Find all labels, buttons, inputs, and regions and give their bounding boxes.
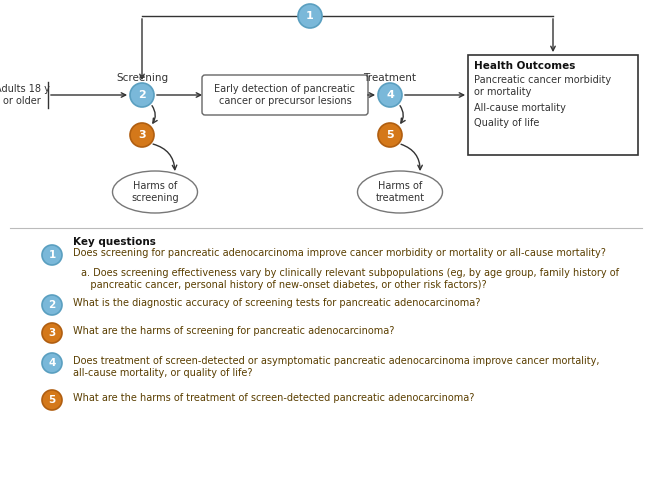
- Text: 1: 1: [48, 250, 55, 260]
- Ellipse shape: [357, 171, 443, 213]
- Circle shape: [42, 353, 62, 373]
- FancyBboxPatch shape: [468, 55, 638, 155]
- Text: 5: 5: [48, 395, 55, 405]
- Text: a. Does screening effectiveness vary by clinically relevant subpopulations (eg, : a. Does screening effectiveness vary by …: [81, 268, 619, 290]
- Text: Early detection of pancreatic
cancer or precursor lesions: Early detection of pancreatic cancer or …: [215, 84, 355, 106]
- Text: All-cause mortality: All-cause mortality: [474, 103, 566, 113]
- Text: What are the harms of treatment of screen-detected pancreatic adenocarcinoma?: What are the harms of treatment of scree…: [73, 393, 475, 403]
- Text: Adults 18 y
or older: Adults 18 y or older: [0, 84, 50, 106]
- Text: 4: 4: [48, 358, 55, 368]
- Circle shape: [130, 83, 154, 107]
- Text: 1: 1: [306, 11, 314, 21]
- Text: 2: 2: [48, 300, 55, 310]
- Ellipse shape: [113, 171, 198, 213]
- Text: What are the harms of screening for pancreatic adenocarcinoma?: What are the harms of screening for panc…: [73, 326, 394, 336]
- Circle shape: [42, 323, 62, 343]
- Text: 3: 3: [138, 130, 146, 140]
- Circle shape: [130, 123, 154, 147]
- Text: Key questions: Key questions: [73, 237, 156, 247]
- Text: 2: 2: [138, 90, 146, 100]
- Circle shape: [378, 83, 402, 107]
- Text: Harms of
treatment: Harms of treatment: [376, 181, 424, 203]
- Text: Screening: Screening: [116, 73, 168, 83]
- Text: Harms of
screening: Harms of screening: [131, 181, 179, 203]
- Circle shape: [42, 245, 62, 265]
- Text: Does treatment of screen-detected or asymptomatic pancreatic adenocarcinoma impr: Does treatment of screen-detected or asy…: [73, 356, 599, 378]
- Text: Pancreatic cancer morbidity
or mortality: Pancreatic cancer morbidity or mortality: [474, 75, 611, 97]
- Text: Does screening for pancreatic adenocarcinoma improve cancer morbidity or mortali: Does screening for pancreatic adenocarci…: [73, 248, 606, 258]
- Text: 4: 4: [386, 90, 394, 100]
- Text: 3: 3: [48, 328, 55, 338]
- Text: Treatment: Treatment: [364, 73, 417, 83]
- Circle shape: [298, 4, 322, 28]
- Text: Quality of life: Quality of life: [474, 118, 539, 128]
- Circle shape: [42, 295, 62, 315]
- Circle shape: [378, 123, 402, 147]
- Text: Health Outcomes: Health Outcomes: [474, 61, 575, 71]
- Text: 5: 5: [386, 130, 394, 140]
- FancyBboxPatch shape: [202, 75, 368, 115]
- Text: What is the diagnostic accuracy of screening tests for pancreatic adenocarcinoma: What is the diagnostic accuracy of scree…: [73, 298, 481, 308]
- Circle shape: [42, 390, 62, 410]
